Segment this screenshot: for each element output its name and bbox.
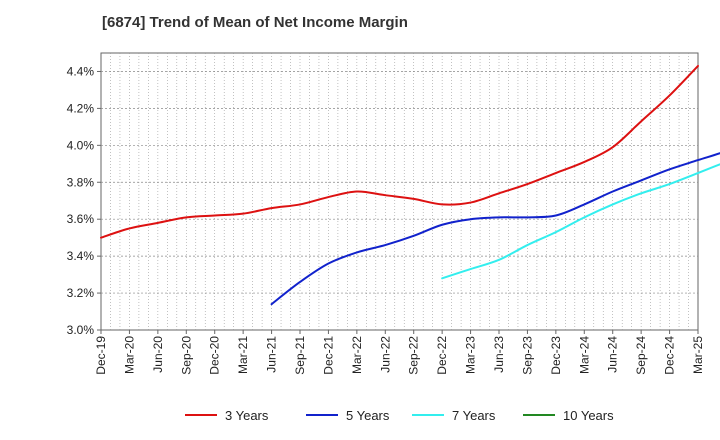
x-tick-label: Mar-23 (464, 336, 478, 374)
y-tick-label: 3.6% (67, 212, 95, 226)
legend-label-7-years: 7 Years (452, 408, 496, 423)
series-line-5-years (270, 152, 720, 306)
chart-title: [6874] Trend of Mean of Net Income Margi… (102, 14, 408, 31)
x-tick-label: Mar-20 (122, 336, 136, 374)
legend-label-10-years: 10 Years (563, 408, 614, 423)
x-tick-label: Dec-23 (549, 336, 563, 375)
x-tick-label: Dec-21 (321, 336, 335, 375)
x-tick-label: Jun-21 (265, 336, 279, 373)
x-tick-label: Dec-22 (435, 336, 449, 375)
x-tick-label: Sep-20 (179, 336, 193, 375)
x-tick-label: Sep-23 (520, 336, 534, 375)
x-tick-label: Sep-22 (407, 336, 421, 375)
x-tick-label: Dec-24 (663, 336, 677, 375)
x-tick-label: Mar-25 (691, 336, 705, 374)
plot-area (100, 52, 699, 331)
x-tick-label: Dec-19 (94, 336, 108, 375)
y-tick-label: 3.4% (67, 249, 95, 263)
x-tick-label: Jun-22 (378, 336, 392, 373)
y-tick-label: 4.0% (67, 138, 95, 152)
x-tick-label: Dec-20 (208, 336, 222, 375)
legend-label-3-years: 3 Years (225, 408, 269, 423)
x-tick-label: Sep-24 (634, 336, 648, 375)
series-line-3-years (100, 64, 699, 239)
axes: 3.0% 3.2% 3.4% 3.6% 3.8% 4.0% 4.2% 4.4% Dec-19 Ma… (67, 64, 705, 374)
x-tick-label: Sep-21 (293, 336, 307, 375)
legend: 3 Years 5 Years 7 Years 10 Years (185, 408, 614, 423)
y-tick-label: 4.2% (67, 101, 95, 115)
y-tick-label: 4.4% (67, 64, 95, 78)
x-tick-label: Mar-24 (577, 336, 591, 374)
y-tick-label: 3.0% (67, 323, 95, 337)
series (100, 64, 720, 306)
grid (101, 53, 698, 330)
x-tick-label: Jun-24 (606, 336, 620, 373)
y-tick-label: 3.2% (67, 286, 95, 300)
x-tick-label: Jun-23 (492, 336, 506, 373)
x-tick-label: Jun-20 (151, 336, 165, 373)
series-line-7-years (441, 163, 720, 280)
x-tick-label: Mar-21 (236, 336, 250, 374)
x-tick-label: Mar-22 (350, 336, 364, 374)
y-tick-label: 3.8% (67, 175, 95, 189)
legend-label-5-years: 5 Years (346, 408, 390, 423)
